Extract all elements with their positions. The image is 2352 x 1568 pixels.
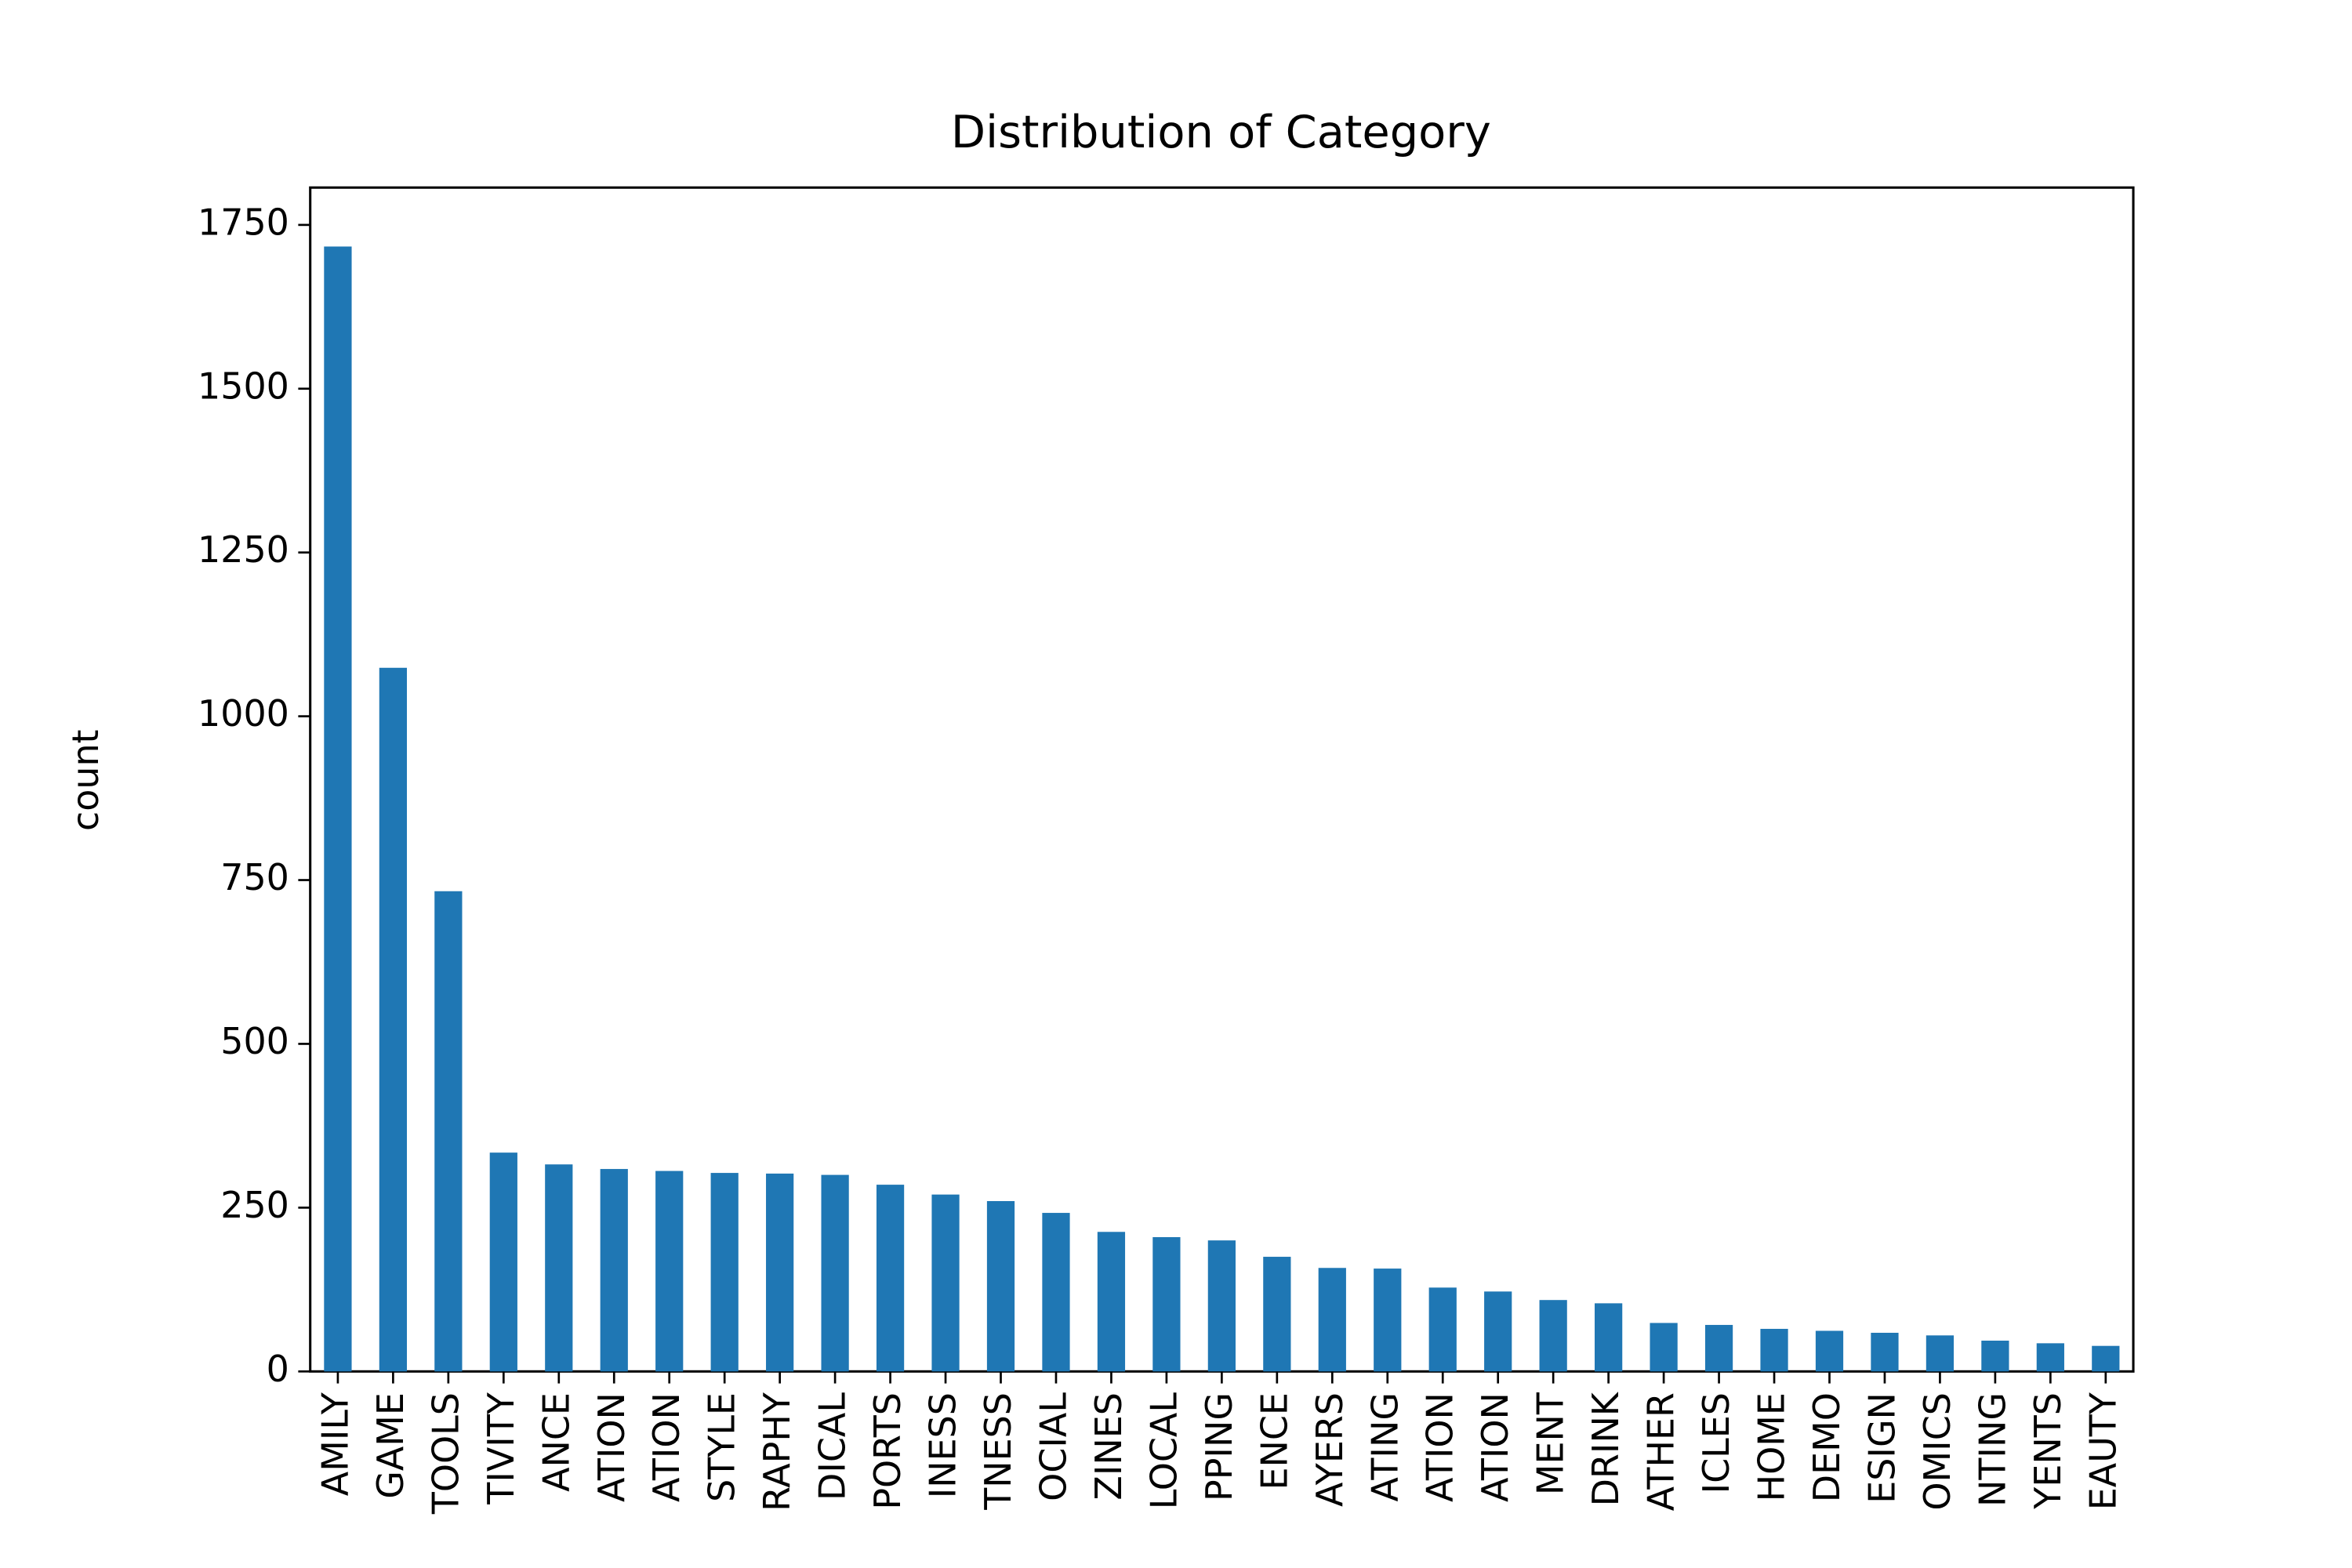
x-tick-label: RAPHY — [756, 1392, 798, 1512]
x-tick-label: INESS — [922, 1392, 964, 1498]
bar — [1428, 1287, 1457, 1372]
x-tick-label: STYLE — [701, 1392, 743, 1502]
bar — [434, 891, 463, 1372]
bar — [545, 1164, 573, 1372]
bar — [379, 667, 408, 1372]
y-tick-label: 250 — [220, 1184, 289, 1226]
bar — [876, 1185, 905, 1372]
bar — [1539, 1300, 1567, 1372]
bar — [1650, 1323, 1678, 1372]
x-tick-label: TOOLS — [424, 1392, 466, 1515]
x-tick-label: NTING — [1971, 1392, 2013, 1507]
bar — [1374, 1269, 1402, 1372]
bar — [1595, 1303, 1623, 1372]
x-tick-label: ATING — [1363, 1392, 1406, 1501]
x-tick-label: EAUTY — [2082, 1392, 2124, 1510]
plot-frame — [309, 186, 2135, 1373]
y-tick-label: 1750 — [198, 201, 289, 243]
bar — [324, 246, 352, 1372]
x-tick-label: ESIGN — [1860, 1392, 1903, 1504]
bar — [489, 1152, 517, 1372]
y-tick-label: 750 — [220, 856, 289, 898]
x-tick-label: AYERS — [1308, 1392, 1351, 1507]
bar — [710, 1173, 739, 1372]
bar — [1981, 1341, 2009, 1372]
bar — [1152, 1236, 1181, 1372]
bar — [821, 1174, 849, 1372]
x-tick-label: HOME — [1751, 1392, 1793, 1501]
bar — [1704, 1324, 1733, 1372]
x-tick-label: YENTS — [2027, 1392, 2069, 1510]
bar — [1926, 1335, 1955, 1372]
bar — [1815, 1330, 1844, 1372]
bar — [1042, 1213, 1070, 1372]
x-tick-label: ANCE — [535, 1392, 577, 1492]
x-tick-label: DEMO — [1806, 1392, 1848, 1502]
x-tick-label: TNESS — [977, 1392, 1019, 1511]
bar — [1207, 1240, 1236, 1372]
x-tick-label: MENT — [1530, 1392, 1572, 1495]
x-tick-label: ATHER — [1640, 1392, 1682, 1511]
bar — [2036, 1343, 2064, 1372]
x-tick-label: ICLES — [1695, 1392, 1737, 1494]
bar — [1318, 1268, 1346, 1372]
y-tick-label: 1500 — [198, 365, 289, 407]
x-tick-label: GAME — [369, 1392, 412, 1499]
y-axis-label: count — [64, 729, 107, 831]
x-tick-label: ATION — [1474, 1392, 1516, 1502]
bar — [1097, 1232, 1126, 1372]
x-tick-label: DICAL — [811, 1392, 854, 1501]
y-tick-label: 1000 — [198, 692, 289, 735]
x-tick-label: LOCAL — [1142, 1392, 1185, 1510]
x-tick-label: ATION — [590, 1392, 633, 1502]
bar — [931, 1194, 960, 1372]
bar — [2092, 1345, 2120, 1372]
y-tick-label: 1250 — [198, 528, 289, 571]
x-tick-label: PPING — [1198, 1392, 1240, 1501]
x-tick-label: OCIAL — [1032, 1392, 1074, 1501]
y-tick-label: 500 — [220, 1020, 289, 1062]
x-tick-label: DRINK — [1584, 1391, 1627, 1506]
chart-title: Distribution of Category — [951, 106, 1491, 158]
x-tick-label: OMICS — [1916, 1392, 1958, 1511]
x-tick-label: TIVITY — [480, 1392, 522, 1505]
bar — [1263, 1257, 1291, 1372]
bar — [1484, 1291, 1512, 1372]
bar — [986, 1201, 1015, 1372]
x-tick-label: PORTS — [866, 1392, 909, 1510]
x-tick-label: ATION — [645, 1392, 688, 1502]
y-tick-label: 0 — [267, 1348, 289, 1390]
x-tick-label: ZINES — [1087, 1392, 1130, 1501]
bar — [1760, 1328, 1788, 1372]
x-tick-label: ATION — [1419, 1392, 1461, 1502]
x-tick-label: ENCE — [1253, 1392, 1295, 1490]
bar — [766, 1173, 794, 1372]
bar — [600, 1169, 628, 1372]
bar — [655, 1171, 684, 1372]
x-tick-label: AMILY — [314, 1392, 356, 1496]
bar — [1871, 1332, 1899, 1372]
